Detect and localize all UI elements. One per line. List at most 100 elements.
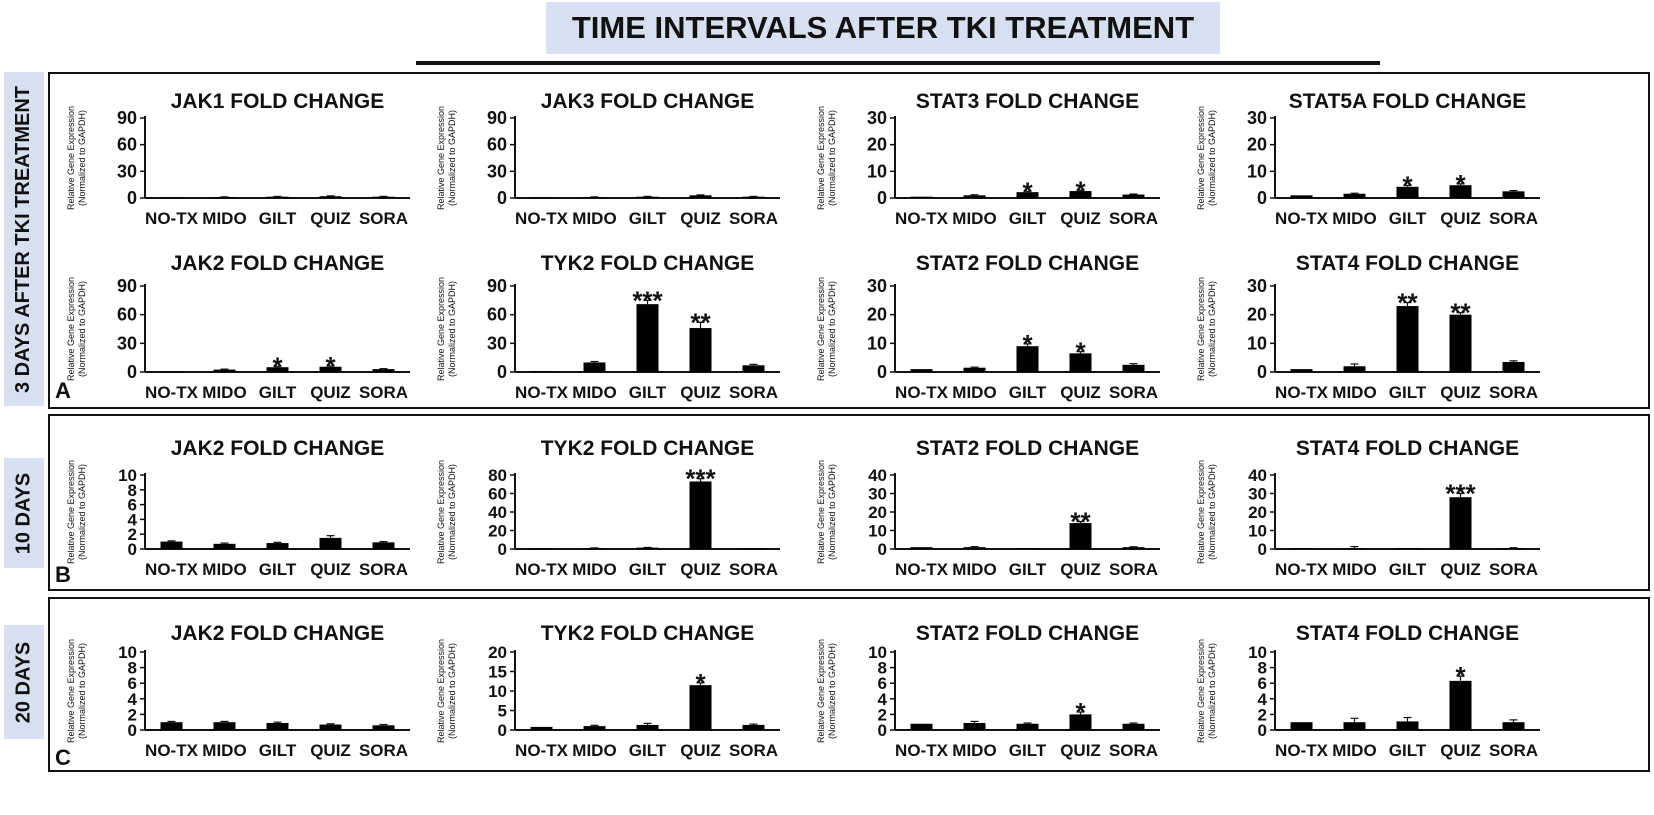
x-tick-label: MIDO (952, 560, 996, 579)
bar (1449, 314, 1472, 372)
significance-marker: * (1455, 661, 1466, 691)
y-tick-label: 30 (867, 276, 887, 296)
y-axis-label-line-1: Relative Gene Expression (66, 277, 76, 381)
bar-chart-6: TYK2 FOLD CHANGE Relative Gene Expression… (436, 252, 780, 402)
y-axis-label-line-1: Relative Gene Expression (1196, 106, 1206, 210)
y-tick-label: 20 (867, 135, 887, 155)
y-tick-label: 30 (487, 161, 507, 181)
x-tick-label: NO-TX (895, 209, 949, 228)
x-tick-label: QUIZ (310, 209, 351, 228)
y-tick-label: 0 (1258, 721, 1267, 740)
bar (963, 722, 986, 730)
bar (1290, 722, 1313, 730)
bar (266, 367, 289, 372)
y-tick-label: 10 (118, 643, 137, 662)
bar (372, 369, 395, 372)
y-tick-label: 20 (488, 522, 507, 541)
bar-chart-4: STAT5A FOLD CHANGE Relative Gene Expressi… (1196, 90, 1540, 228)
x-tick-label: NO-TX (895, 383, 949, 402)
bar (213, 722, 236, 730)
y-tick-label: 2 (128, 525, 137, 544)
bar-chart-9: JAK2 FOLD CHANGE Relative Gene Expression… (66, 437, 410, 579)
significance-marker: * (325, 351, 336, 381)
y-axis-label-line-2: (Normalized to GAPDH) (77, 464, 87, 560)
bar (530, 548, 553, 550)
y-tick-label: 4 (878, 690, 888, 709)
bar (1343, 722, 1366, 730)
bar-chart-3: STAT3 FOLD CHANGE Relative Gene Expressio… (816, 90, 1160, 228)
x-tick-label: SORA (1489, 383, 1538, 402)
bar (1343, 366, 1366, 372)
y-tick-label: 20 (488, 643, 507, 662)
x-tick-label: QUIZ (1440, 560, 1481, 579)
main-title: TIME INTERVALS AFTER TKI TREATMENT (546, 2, 1220, 54)
chart-title: TYK2 FOLD CHANGE (541, 622, 755, 645)
y-tick-label: 10 (488, 682, 507, 701)
x-tick-label: SORA (359, 383, 408, 402)
y-axis-label-line-2: (Normalized to GAPDH) (447, 281, 457, 377)
y-tick-label: 60 (487, 305, 507, 325)
panel-c-frame (48, 597, 1650, 772)
chart-title: TYK2 FOLD CHANGE (541, 437, 755, 460)
y-tick-label: 10 (868, 522, 887, 541)
x-tick-label: GILT (1389, 383, 1427, 402)
y-axis-label-line-1: Relative Gene Expression (816, 460, 826, 564)
bar-chart-2: JAK3 FOLD CHANGE Relative Gene Expression… (436, 90, 780, 228)
x-tick-label: QUIZ (680, 383, 721, 402)
bar (1502, 191, 1525, 198)
y-tick-label: 20 (1247, 305, 1267, 325)
y-tick-label: 0 (498, 721, 507, 740)
y-axis-label-line-2: (Normalized to GAPDH) (827, 464, 837, 560)
bar (583, 548, 606, 549)
bar (1449, 185, 1472, 198)
y-tick-label: 30 (117, 161, 137, 181)
x-tick-label: GILT (1389, 560, 1427, 579)
bar (1016, 192, 1039, 198)
x-tick-label: NO-TX (515, 209, 569, 228)
x-tick-label: SORA (1109, 209, 1158, 228)
x-tick-label: QUIZ (310, 383, 351, 402)
panel-b-frame (48, 414, 1650, 591)
x-tick-label: NO-TX (515, 560, 569, 579)
significance-marker: *** (1445, 479, 1476, 509)
bar-chart-12: STAT4 FOLD CHANGE Relative Gene Expressio… (1196, 437, 1540, 579)
x-tick-label: NO-TX (1275, 383, 1329, 402)
bar-chart-11: STAT2 FOLD CHANGE Relative Gene Expressio… (816, 437, 1160, 579)
bar (1502, 361, 1525, 372)
bar (910, 547, 933, 549)
bar (963, 547, 986, 549)
x-tick-label: SORA (729, 383, 778, 402)
bar (742, 724, 765, 730)
bar (1343, 548, 1366, 549)
x-tick-label: SORA (359, 560, 408, 579)
y-axis-label: Relative Gene Expression (Normalized to G… (816, 106, 837, 210)
y-axis-label: Relative Gene Expression (Normalized to G… (816, 460, 837, 564)
y-axis-label-line-2: (Normalized to GAPDH) (77, 281, 87, 377)
chart-title: STAT2 FOLD CHANGE (916, 622, 1139, 645)
bar (1502, 722, 1525, 730)
bar (636, 304, 659, 372)
y-tick-label: 0 (128, 721, 137, 740)
bar (319, 724, 342, 730)
y-tick-label: 2 (1258, 705, 1267, 724)
y-tick-label: 30 (867, 108, 887, 128)
y-tick-label: 20 (868, 503, 887, 522)
y-tick-label: 2 (128, 705, 137, 724)
y-axis-label-line-2: (Normalized to GAPDH) (447, 464, 457, 560)
chart-title: STAT4 FOLD CHANGE (1296, 622, 1519, 645)
bar (910, 723, 933, 730)
x-tick-label: NO-TX (145, 383, 199, 402)
y-tick-label: 2 (878, 705, 887, 724)
bar (1290, 195, 1313, 198)
bar (963, 367, 986, 372)
bar (213, 543, 236, 549)
x-tick-label: MIDO (1332, 741, 1376, 760)
y-axis-label: Relative Gene Expression (Normalized to G… (436, 106, 457, 210)
significance-marker: ** (1397, 288, 1418, 318)
x-tick-label: QUIZ (310, 741, 351, 760)
y-tick-label: 60 (117, 305, 137, 325)
significance-marker: ** (1450, 298, 1471, 328)
significance-marker: * (1402, 170, 1413, 200)
significance-marker: ** (1070, 507, 1091, 537)
